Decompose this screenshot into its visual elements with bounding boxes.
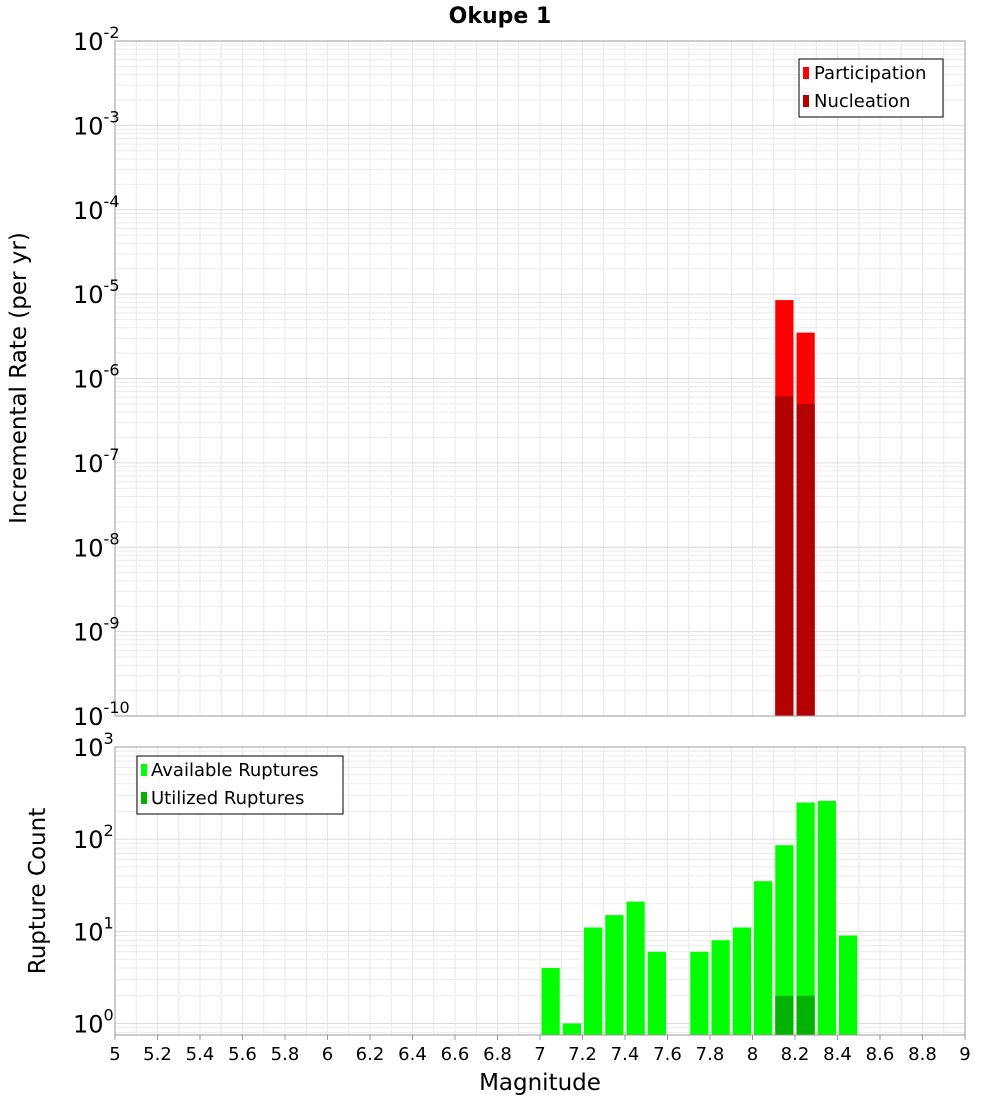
bar-available-ruptures xyxy=(839,935,858,1035)
bar-available-ruptures xyxy=(690,951,709,1035)
rate-y-axis-label: Incremental Rate (per yr) xyxy=(6,232,32,524)
bar-available-ruptures xyxy=(732,927,751,1035)
x-tick-label: 6.2 xyxy=(356,1044,385,1065)
rate-y-ticks: 10-10 10-9 10-8 10-7 10-6 10-5 10-4 10-3 10-2 xyxy=(73,23,130,731)
x-tick-label: 5 xyxy=(109,1044,120,1065)
x-tick-label: 9 xyxy=(959,1044,970,1065)
y-tick-label: 10-10 xyxy=(73,698,130,731)
x-tick-label: 8.2 xyxy=(781,1044,810,1065)
bar-available-ruptures xyxy=(775,845,794,1035)
bar-available-ruptures xyxy=(541,967,560,1035)
x-tick-label: 8 xyxy=(747,1044,758,1065)
legend-label-available: Available Ruptures xyxy=(151,760,319,781)
x-tick-label: 7 xyxy=(534,1044,545,1065)
x-tick-label: 7.2 xyxy=(568,1044,597,1065)
legend-swatch-participation xyxy=(803,67,809,79)
y-tick-label: 102 xyxy=(73,821,114,854)
y-tick-label: 10-3 xyxy=(73,107,120,140)
x-tick-label: 6.4 xyxy=(398,1044,427,1065)
x-tick-label: 6.6 xyxy=(441,1044,470,1065)
rate-grid xyxy=(114,40,966,717)
bar-available-ruptures xyxy=(562,1023,581,1035)
x-tick-label: 8.6 xyxy=(866,1044,895,1065)
bar-utilized-ruptures xyxy=(796,995,815,1035)
y-tick-label: 10-9 xyxy=(73,614,120,647)
count-legend-box xyxy=(136,755,344,815)
x-tick-label: 8.8 xyxy=(908,1044,937,1065)
legend-swatch-utilized xyxy=(141,792,147,804)
y-tick-label: 101 xyxy=(73,913,114,946)
y-tick-label: 10-8 xyxy=(73,529,120,562)
rate-plot-border xyxy=(114,40,966,717)
y-tick-label: 10-4 xyxy=(73,192,120,225)
x-tick-label: 5.6 xyxy=(228,1044,257,1065)
bar-available-ruptures xyxy=(796,802,815,1035)
count-y-ticks: 100 101 102 103 xyxy=(73,729,114,1038)
count-panel: 100 101 102 103 Rupture Count Available Rup… xyxy=(25,729,966,1038)
y-tick-label: 10-7 xyxy=(73,445,120,478)
y-tick-label: 10-2 xyxy=(73,23,120,56)
bar-nucleation xyxy=(775,396,794,716)
y-tick-label: 103 xyxy=(73,729,114,762)
x-tick-label: 6.8 xyxy=(483,1044,512,1065)
legend-label-participation: Participation xyxy=(814,63,926,84)
bar-available-ruptures xyxy=(817,800,836,1035)
x-tick-label: 6 xyxy=(322,1044,333,1065)
rate-legend-box xyxy=(798,58,944,118)
bar-available-ruptures xyxy=(711,940,730,1035)
bar-available-ruptures xyxy=(754,881,773,1035)
legend-label-nucleation: Nucleation xyxy=(814,91,910,112)
count-legend: Available Ruptures Utilized Ruptures xyxy=(136,755,344,815)
bar-nucleation xyxy=(796,403,815,716)
x-tick-label: 7.8 xyxy=(696,1044,725,1065)
legend-label-utilized: Utilized Ruptures xyxy=(151,788,304,809)
y-tick-label: 10-5 xyxy=(73,276,120,309)
x-tick-label: 7.4 xyxy=(611,1044,640,1065)
x-axis-label: Magnitude xyxy=(479,1070,601,1096)
x-tick-label: 5.2 xyxy=(143,1044,172,1065)
count-y-axis-label: Rupture Count xyxy=(25,808,51,974)
x-tick-label: 5.4 xyxy=(186,1044,215,1065)
x-tick-label: 8.4 xyxy=(823,1044,852,1065)
bar-available-ruptures xyxy=(584,927,603,1035)
count-bars xyxy=(541,800,858,1035)
x-tick-label: 7.6 xyxy=(653,1044,682,1065)
rate-legend: Participation Nucleation xyxy=(798,58,944,118)
rate-bars xyxy=(775,300,815,716)
x-tick-label: 5.8 xyxy=(271,1044,300,1065)
legend-swatch-nucleation xyxy=(803,95,809,107)
bar-available-ruptures xyxy=(626,901,645,1035)
bar-available-ruptures xyxy=(605,915,624,1035)
y-tick-label: 10-6 xyxy=(73,361,120,394)
bar-utilized-ruptures xyxy=(775,995,794,1035)
legend-swatch-available xyxy=(141,764,147,776)
x-axis-ticks: 5 5.2 5.4 5.6 5.8 6 6.2 6.4 6.6 6.8 7 7.2 7.4 7.6 7.8 8… xyxy=(109,1035,971,1065)
y-tick-label: 100 xyxy=(73,1005,114,1038)
bar-available-ruptures xyxy=(647,951,666,1035)
rate-panel: 10-10 10-9 10-8 10-7 10-6 10-5 10-4 10-3 10-2 In… xyxy=(6,23,966,731)
chart-title: Okupe 1 xyxy=(449,4,552,29)
